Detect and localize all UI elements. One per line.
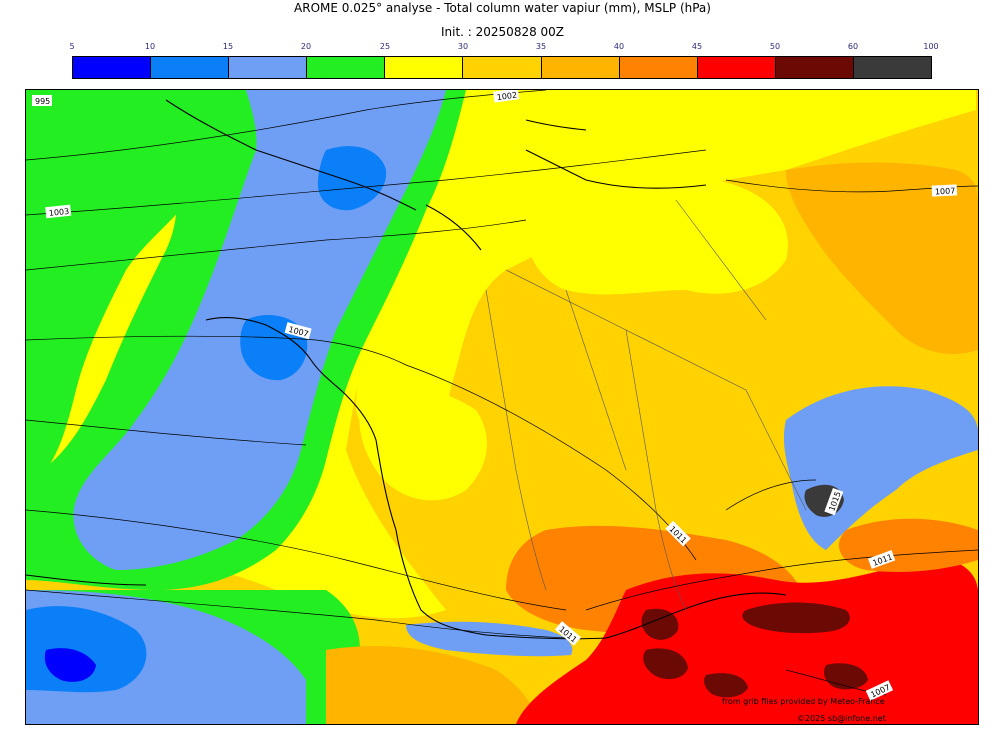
- field-35-40-spain: [326, 646, 536, 724]
- field-50-60-cell: [643, 648, 688, 680]
- field-5-10-iberia: [44, 648, 96, 682]
- map-panel: 995 1002 1003 1007 1007 1015: [25, 89, 979, 725]
- colorbar: [72, 56, 932, 79]
- colorbar-segment-15-20: [228, 57, 307, 78]
- colorbar-tick: 20: [300, 42, 312, 51]
- colorbar-tick: 45: [691, 42, 703, 51]
- field-40-45-italy: [838, 518, 978, 572]
- field-25-30-belgium: [523, 176, 788, 295]
- isobar-label: 1003: [48, 207, 69, 218]
- colorbar-segment-35-40: [540, 57, 619, 78]
- isobar-label-box: [284, 322, 312, 340]
- colorbar-tick: 50: [769, 42, 781, 51]
- init-time-label: Init. : 20250828 00Z: [440, 25, 565, 39]
- colorbar-tick: 30: [457, 42, 469, 51]
- colorbar-tick: 25: [379, 42, 391, 51]
- map-title: AROME 0.025° analyse - Total column wate…: [294, 1, 711, 15]
- colorbar-segment-25-30: [384, 57, 463, 78]
- regional-borders: [485, 199, 807, 611]
- isobar-label-box: [867, 550, 896, 569]
- colorbar-tick: 10: [144, 42, 156, 51]
- field-35-40-east: [786, 162, 978, 354]
- isobar-label: 1002: [496, 90, 517, 102]
- colorbar-segment-30-35: [462, 57, 541, 78]
- isobar-label: 995: [35, 97, 50, 106]
- isobar-label-box: [824, 488, 844, 516]
- colorbar-tick: 5: [69, 42, 75, 51]
- coastlines: [26, 99, 787, 640]
- field-25-30-centre: [359, 386, 487, 501]
- field-15-20-pyrenees: [406, 621, 573, 657]
- isobar-label-box: [554, 621, 582, 646]
- isobar-label-box: [665, 520, 691, 547]
- colorbar-segment-20-25: [306, 57, 385, 78]
- colorbar-tick: 60: [847, 42, 859, 51]
- isobar-label-box: [865, 680, 894, 701]
- isobar-label-box: [32, 95, 52, 106]
- isobar-label-box: [931, 184, 958, 197]
- field-20-25-northwest: [26, 90, 211, 490]
- isobar-lines: [26, 90, 978, 696]
- colorbar-segment-60-100: [852, 57, 932, 78]
- colorbar-segment-50-60: [774, 57, 853, 78]
- field-50-60-cell: [704, 673, 748, 698]
- isobar-labels: 995 1002 1003 1007 1007 1015: [32, 90, 958, 701]
- isobar-label-box: [493, 90, 520, 103]
- isobar-label: 1007: [935, 186, 956, 196]
- colorbar-tick: 35: [535, 42, 547, 51]
- water-vapour-map: 995 1002 1003 1007 1007 1015: [26, 90, 978, 724]
- colorbar-segment-45-50: [696, 57, 775, 78]
- colorbar-segment-10-15: [150, 57, 229, 78]
- colorbar-tick: 100: [923, 42, 939, 51]
- colorbar-segment-5-10: [73, 57, 151, 78]
- field-50-60-cell: [742, 602, 850, 634]
- colorbar-tick: 15: [222, 42, 234, 51]
- data-source-credit: from grib files provided by Meteo-France: [722, 697, 885, 706]
- field-10-15-channel: [317, 146, 387, 211]
- isobar-label-box: [45, 204, 72, 219]
- colorbar-tick: 40: [613, 42, 625, 51]
- copyright-credit: ©2025 sb@infone.net: [797, 714, 886, 723]
- field-25-30-north: [356, 90, 976, 458]
- colorbar-segment-40-45: [618, 57, 697, 78]
- field-50-60-cell: [641, 608, 679, 640]
